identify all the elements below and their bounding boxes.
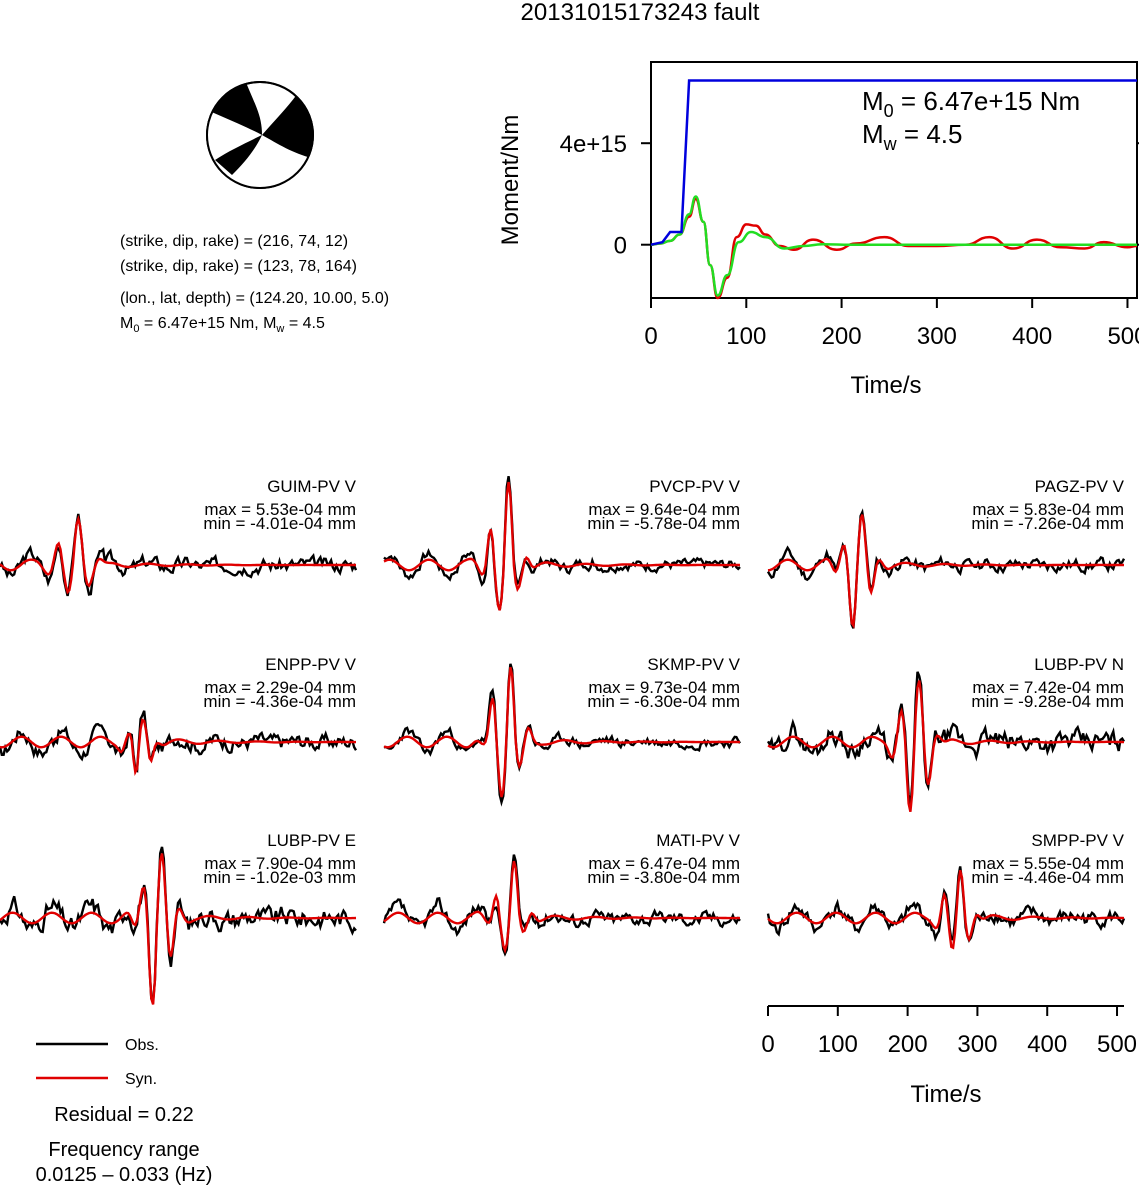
waveform-max-label: max = 6.47e-04 mm (588, 854, 740, 873)
synthetic-trace (383, 666, 740, 798)
station-label: MATI-PV V (656, 831, 740, 850)
station-label: LUBP-PV N (1034, 655, 1124, 674)
beach-ball-diagram (206, 81, 314, 189)
waveform-max-label: max = 5.83e-04 mm (972, 500, 1124, 519)
synthetic-trace (767, 870, 1125, 950)
waveform-x-tick-label: 400 (1027, 1031, 1067, 1058)
residual-text: Residual = 0.22 (54, 1104, 194, 1126)
waveform-min-label: min = -4.01e-04 mm (203, 514, 356, 533)
strike-dip-rake-plane2: (strike, dip, rake) = (123, 78, 164) (120, 258, 357, 275)
waveform-max-label: max = 9.73e-04 mm (588, 678, 740, 697)
moment-axis-ticks: 0 100 200 300 400 500 0 4e+15 (560, 131, 1139, 350)
waveform-max-label: max = 7.42e-04 mm (972, 678, 1124, 697)
mechanism-info: (strike, dip, rake) = (216, 74, 12) (str… (120, 233, 389, 335)
waveform-max-label: max = 2.29e-04 mm (204, 678, 356, 697)
figure-title: 20131015173243 fault (521, 0, 760, 26)
waveform-min-label: min = -4.36e-04 mm (203, 692, 356, 711)
moment-y-tick-label: 0 (614, 233, 627, 260)
synthetic-trace (383, 860, 741, 955)
waveform-min-label: min = -4.46e-04 mm (971, 868, 1124, 887)
waveform-time-axis: Time/s 0 100 200 300 400 500 (761, 1005, 1137, 1108)
moment-time-plot: 010020030040050004e+15 M0 = 6.47e+15 Nm … (497, 61, 1139, 399)
moment-series-line (650, 79, 1137, 246)
moment-x-tick-label: 400 (1012, 323, 1052, 350)
moment-annotation-m0: M0 = 6.47e+15 Nm (862, 86, 1080, 121)
legend-syn-label: Syn. (125, 1071, 157, 1088)
station-label: SMPP-PV V (1031, 831, 1124, 850)
waveform-x-axis-label: Time/s (910, 1081, 981, 1108)
moment-series (650, 79, 1138, 300)
moment-y-axis-label: Moment/Nm (497, 115, 524, 246)
frequency-range-title: Frequency range (48, 1139, 199, 1161)
synthetic-trace (767, 514, 1124, 629)
moment-x-tick-label: 100 (726, 323, 766, 350)
waveform-max-label: max = 5.55e-04 mm (972, 854, 1124, 873)
strike-dip-rake-plane1: (strike, dip, rake) = (216, 74, 12) (120, 233, 348, 250)
waveform-min-label: min = -7.26e-04 mm (971, 514, 1124, 533)
moment-y-tick-label: 4e+15 (560, 131, 627, 158)
legend-obs-label: Obs. (125, 1037, 159, 1054)
station-label: PAGZ-PV V (1035, 477, 1125, 496)
station-label: LUBP-PV E (267, 831, 356, 850)
observed-trace (383, 476, 741, 611)
waveform-x-tick-label: 500 (1097, 1031, 1137, 1058)
waveform-min-label: min = -1.02e-03 mm (203, 868, 356, 887)
waveform-x-tick-label: 200 (888, 1031, 928, 1058)
synthetic-trace (0, 853, 357, 1005)
moment-series-line (650, 197, 1138, 300)
waveform-min-label: min = -5.78e-04 mm (587, 514, 740, 533)
synthetic-trace (0, 514, 356, 595)
moment-magnitude-summary: M0 = 6.47e+15 Nm, Mw = 4.5 (120, 315, 325, 335)
waveform-x-tick-label: 100 (818, 1031, 858, 1058)
observed-trace (0, 846, 357, 1004)
compressional-quadrant-lower (215, 135, 262, 175)
synthetic-trace (0, 718, 356, 776)
moment-plot-frame (650, 61, 1138, 299)
moment-x-tick-label: 0 (644, 323, 657, 350)
observed-trace (0, 710, 358, 773)
frequency-range-value: 0.0125 – 0.033 (Hz) (36, 1164, 213, 1186)
observed-trace (766, 866, 1126, 943)
waveform-x-tick-label: 300 (957, 1031, 997, 1058)
waveform-x-tick-label: 0 (761, 1031, 774, 1058)
moment-x-tick-label: 200 (822, 323, 862, 350)
waveform-max-label: max = 7.90e-04 mm (204, 854, 356, 873)
waveform-min-label: min = -3.80e-04 mm (587, 868, 740, 887)
station-label: GUIM-PV V (267, 477, 356, 496)
moment-x-tick-label: 500 (1107, 323, 1139, 350)
station-label: ENPP-PV V (265, 655, 356, 674)
station-label: SKMP-PV V (647, 655, 740, 674)
moment-x-tick-label: 300 (917, 323, 957, 350)
waveform-min-label: min = -9.28e-04 mm (971, 692, 1124, 711)
synthetic-trace (383, 481, 741, 611)
legend: Obs. Syn. Residual = 0.22 Frequency rang… (36, 1037, 213, 1186)
synthetic-trace (767, 680, 1124, 812)
waveform-max-label: max = 9.64e-04 mm (588, 500, 740, 519)
moment-series-line (650, 195, 1137, 297)
station-label: PVCP-PV V (649, 477, 740, 496)
waveform-min-label: min = -6.30e-04 mm (587, 692, 740, 711)
location-depth: (lon., lat, depth) = (124.20, 10.00, 5.0… (120, 290, 389, 307)
waveform-max-label: max = 5.53e-04 mm (204, 500, 356, 519)
moment-annotation-mw: Mw = 4.5 (862, 119, 962, 154)
moment-x-axis-label: Time/s (850, 372, 921, 399)
